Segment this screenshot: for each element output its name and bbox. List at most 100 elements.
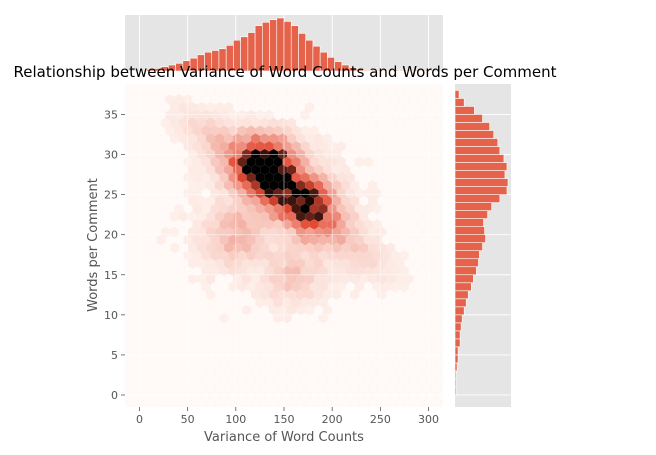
hexbin-cell — [381, 375, 391, 386]
hexbin-cell — [359, 164, 369, 175]
hexbin-cell — [260, 211, 270, 222]
hexbin-cell — [395, 242, 405, 253]
hexbin-cell — [273, 94, 283, 105]
hexbin-cell — [350, 102, 360, 113]
hexbin-cell — [354, 375, 364, 386]
hexbin-cell — [170, 195, 179, 207]
hexbin-cell — [377, 211, 387, 222]
hexbin-cell — [395, 258, 405, 269]
hexbin-cell — [359, 320, 369, 331]
hexbin-cell — [300, 344, 310, 355]
hexbin-cell — [314, 211, 324, 222]
hexbin-cell — [201, 375, 211, 386]
hexbin-cell — [305, 180, 315, 191]
hexbin-cell — [269, 164, 279, 175]
hexbin-cell — [278, 351, 288, 363]
hexbin-cell — [156, 219, 166, 230]
hexbin-cell — [138, 328, 148, 339]
hexbin-cell — [201, 344, 211, 355]
hexbin-cell — [408, 266, 418, 277]
hexbin-cell — [165, 110, 175, 121]
hexbin-cell — [431, 164, 441, 175]
hexbin-cell — [372, 84, 382, 90]
hexbin-cell — [264, 250, 274, 261]
hexbin-cell — [156, 344, 166, 355]
hexbin-cell — [399, 281, 409, 292]
hexbin-cell — [381, 328, 391, 339]
hexbin-cell — [305, 86, 315, 97]
hexbin-cell — [431, 242, 441, 253]
hexbin-cell — [395, 305, 405, 316]
hexbin-cell — [129, 390, 139, 402]
hexbin-cell — [332, 211, 342, 222]
hexbin-cell — [412, 406, 415, 407]
marginal-y-bar — [454, 338, 461, 348]
hexbin-cell — [440, 368, 443, 377]
hexbin-cell — [210, 84, 220, 90]
hexbin-cell — [201, 234, 211, 246]
hexbin-cell — [363, 172, 373, 183]
hexbin-cell — [300, 203, 310, 214]
hexbin-cell — [174, 234, 184, 246]
hexbin-cell — [354, 188, 364, 199]
hexbin-cell — [372, 390, 382, 402]
hexbin-cell — [395, 289, 405, 300]
hexbin-cell — [170, 86, 179, 97]
hexbin-cell — [237, 375, 247, 386]
hexbin-cell — [269, 367, 279, 378]
hexbin-cell — [179, 305, 188, 316]
hexbin-cell — [152, 242, 161, 253]
hexbin-cell — [332, 289, 342, 300]
hexbin-cell — [318, 188, 328, 199]
hexbin-cell — [435, 266, 443, 277]
hexbin-cell — [323, 367, 333, 378]
hexbin-cell — [336, 390, 346, 402]
hexbin-cell — [138, 125, 148, 136]
hexbin-cell — [242, 351, 252, 363]
hexbin-cell — [404, 320, 414, 331]
hexbin-cell — [125, 203, 130, 214]
hexbin-cell — [399, 312, 409, 324]
hexbin-cell — [134, 195, 143, 207]
hexbin-cell — [345, 359, 355, 370]
hexbin-cell — [251, 351, 261, 363]
hexbin-cell — [296, 133, 306, 144]
x-tick-label: 250 — [370, 413, 391, 426]
hexbin-cell — [233, 86, 243, 97]
hexbin-cell — [147, 125, 157, 136]
hexbin-cell — [386, 195, 396, 207]
hexbin-cell — [404, 351, 414, 363]
hexbin-cell — [269, 398, 279, 407]
hexbin-cell — [246, 110, 256, 121]
hexbin-cell — [125, 188, 130, 199]
hexbin-cell — [233, 320, 243, 331]
hexbin-cell — [363, 110, 373, 121]
hexbin-cell — [210, 390, 220, 402]
hexbin-cell — [255, 312, 265, 324]
hexbin-cell — [269, 180, 279, 191]
hexbin-cell — [138, 281, 148, 292]
hexbin-cell — [363, 312, 373, 324]
marginal-y-bar — [454, 98, 465, 107]
hexbin-cell — [134, 258, 143, 269]
hexbin-cell — [152, 180, 161, 191]
hexbin-cell — [314, 305, 324, 316]
hexbin-cell — [192, 94, 202, 105]
hexbin-cell — [192, 297, 202, 308]
hexbin-cell — [341, 180, 351, 191]
hexbin-cell — [323, 336, 333, 347]
hexbin-cell — [354, 94, 364, 105]
hexbin-cell — [143, 133, 152, 144]
hexbin-cell — [435, 219, 443, 230]
hexbin-cell — [224, 336, 234, 347]
hexbin-cell — [296, 211, 306, 222]
hexbin-cell — [386, 351, 396, 363]
hexbin-cell — [156, 390, 166, 402]
marginal-y-bar — [454, 274, 474, 284]
x-axis-ticks: 0 50 100 150 200 250 300 — [136, 407, 439, 426]
hexbin-cell — [210, 203, 220, 214]
hexbin-cell — [345, 250, 355, 261]
hexbin-cell — [300, 390, 310, 402]
hexbin-cell — [291, 266, 301, 277]
hexbin-cell — [368, 242, 378, 253]
